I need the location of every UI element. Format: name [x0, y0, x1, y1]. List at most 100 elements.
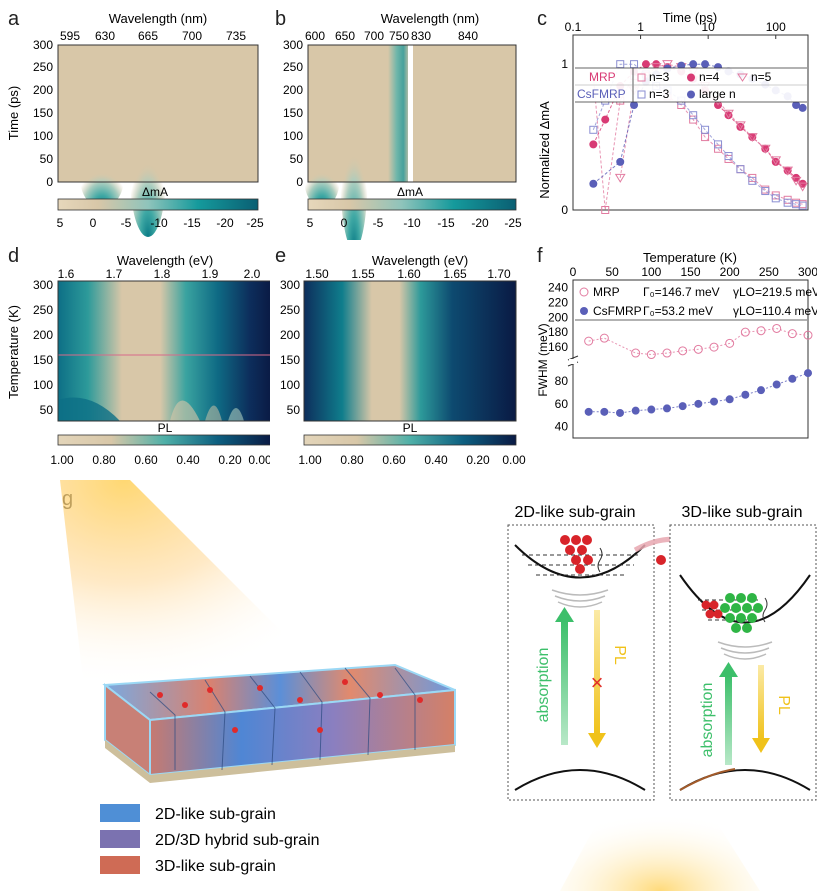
- panel-f-point: [787, 329, 797, 339]
- panel-c-point: [723, 109, 734, 119]
- panel-c-point: [792, 173, 801, 182]
- panel-c-point: [724, 111, 733, 120]
- panel-label-f: f: [537, 245, 543, 267]
- panel-e-heatmap: Wavelength (eV) 1.50 1.55 1.60 1.65 1.70…: [280, 253, 526, 467]
- panel-c-xtick: 10: [701, 20, 715, 34]
- panel-c-point: [798, 179, 807, 188]
- panel-d-cbar-tick: 1.00: [50, 453, 74, 467]
- panel-f-legend-gamma0: Γ₀=53.2 meV: [643, 304, 713, 318]
- panel-d-cbar-tick: 0.00: [248, 453, 270, 467]
- panel-d-xtick: 1.7: [106, 267, 123, 281]
- panel-f-point: [772, 380, 781, 389]
- panel-c-xlabel: Time (ps): [663, 10, 717, 25]
- panel-f-xtick: 150: [680, 265, 700, 279]
- panel-c-point: [735, 121, 746, 131]
- panel-f-ytick: 220: [548, 295, 568, 309]
- panel-f-ylabel: FWHM (meV): [536, 323, 550, 396]
- panel-d-ytick: 100: [33, 378, 53, 392]
- panel-f-xtick: 250: [759, 265, 779, 279]
- panel-c-point: [650, 63, 662, 73]
- panel-a-ytick: 50: [40, 152, 54, 166]
- panel-c-point: [790, 176, 802, 186]
- panel-c-point: [601, 206, 610, 214]
- panel-c-legend-csfmrp: CsFMRP: [577, 87, 626, 101]
- panel-f-ytick: 200: [548, 310, 568, 324]
- panel-d-ylabel: Temperature (K): [6, 305, 21, 399]
- panel-a-ytick: 200: [33, 83, 53, 97]
- panel-f-point: [678, 346, 688, 356]
- panel-f-series-line: [588, 327, 809, 356]
- legend-label-hybrid: 2D/3D hybrid sub-grain: [155, 832, 320, 849]
- panel-f-point: [803, 330, 813, 340]
- panel-a-ytick: 250: [33, 60, 53, 74]
- panel-f-legend-name: CsFMRP: [593, 304, 642, 318]
- panel-c-point: [641, 60, 650, 69]
- panel-c-legend-entry: n=3: [649, 87, 670, 101]
- panel-label-d: d: [8, 245, 20, 267]
- panel-a-xtick: 700: [182, 29, 202, 43]
- panel-b-cbar-tick: -5: [373, 216, 384, 230]
- panel-c-point: [689, 60, 698, 69]
- panel-c-point: [701, 125, 710, 134]
- right-absorption-label: absorption: [699, 683, 716, 758]
- panel-a-xtick: 665: [138, 29, 158, 43]
- panel-label-a: a: [8, 8, 20, 30]
- panel-a-xtick: 595: [60, 29, 80, 43]
- panel-c-point: [771, 194, 780, 203]
- panel-f-point: [631, 406, 640, 415]
- panel-c-point: [701, 60, 710, 69]
- panel-f-point: [678, 402, 687, 411]
- panel-e-xtick: 1.55: [351, 267, 375, 281]
- panel-b-ytick: 100: [283, 129, 303, 143]
- panel-b-ytick: 250: [283, 60, 303, 74]
- panel-a-ytick: 300: [33, 38, 53, 52]
- panel-c-xtick: 1: [637, 20, 644, 34]
- panel-f-xtick: 100: [641, 265, 661, 279]
- panel-e-ytick: 200: [280, 328, 300, 342]
- panel-d-cbar-tick: 0.20: [218, 453, 242, 467]
- panel-b-xtick: 830: [411, 29, 431, 43]
- panel-d-cbar-tick: 0.40: [176, 453, 200, 467]
- panel-e-cbar-tick: 0.40: [424, 453, 448, 467]
- panel-c-ylabel: Normalized ΔmA: [537, 101, 552, 199]
- panel-f-point: [757, 386, 765, 395]
- panel-d-ytick: 250: [33, 303, 53, 317]
- panel-f-point: [584, 407, 593, 416]
- panel-d-xtick: 1.8: [154, 267, 171, 281]
- panel-f-point: [631, 348, 641, 358]
- panel-a-cbar-tick: -25: [246, 216, 264, 230]
- panel-f-point: [710, 397, 718, 406]
- panel-c-xtick: 100: [766, 20, 786, 34]
- panel-label-e: e: [275, 245, 287, 267]
- panel-f-xtick: 0: [570, 265, 577, 279]
- panel-b-cbar-tick: -20: [471, 216, 489, 230]
- panel-e-ytick: 300: [280, 278, 300, 292]
- panel-c-point: [652, 60, 661, 69]
- right-pl-label: PL: [775, 695, 792, 715]
- panel-c-point: [783, 198, 792, 207]
- legend-swatch-3d: [100, 856, 140, 874]
- panel-d-ytick: 200: [33, 328, 53, 342]
- panel-f-point: [804, 369, 812, 378]
- panel-e-xlabel: Wavelength (eV): [372, 253, 468, 268]
- panel-f-chart: Temperature (K) FWHM (meV) 0 50 100 150 200 2…: [536, 250, 817, 439]
- panel-b-xtick: 650: [335, 29, 355, 43]
- left-absorption-label: absorption: [535, 648, 552, 723]
- panel-a-cbar-tick: -5: [121, 216, 132, 230]
- panel-e-ytick: 50: [287, 403, 301, 417]
- panel-d-xlabel: Wavelength (eV): [117, 253, 213, 268]
- panel-d-ytick: 300: [33, 278, 53, 292]
- panel-f-legend-gamma0: Γ₀=146.7 meV: [643, 285, 720, 299]
- panel-f-point: [616, 408, 624, 417]
- panel-a-cbar-tick: 5: [57, 216, 64, 230]
- panel-a-ytick: 150: [33, 106, 53, 120]
- panel-f-series-line: [588, 372, 809, 414]
- panel-c-series-line: [592, 73, 803, 211]
- panel-c-ytick: 1: [561, 57, 568, 71]
- legend-marker: [687, 90, 695, 99]
- panel-f-ytick: 160: [548, 340, 568, 354]
- panel-c-point: [736, 122, 745, 131]
- panel-f-point: [647, 405, 656, 414]
- panel-f-ytick: 40: [555, 420, 569, 434]
- panel-e-xtick: 1.70: [487, 267, 511, 281]
